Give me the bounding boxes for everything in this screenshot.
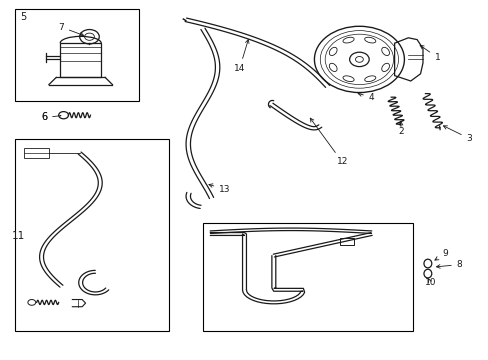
Bar (339, 238, 353, 245)
Text: 1: 1 (419, 45, 440, 62)
Text: 13: 13 (208, 184, 230, 194)
Bar (15, 9, 139, 101)
Text: 2: 2 (397, 121, 403, 136)
Text: 14: 14 (233, 40, 248, 73)
Text: 9: 9 (434, 249, 447, 260)
Bar (24, 148, 49, 158)
Text: 12: 12 (309, 118, 347, 166)
Text: 7: 7 (58, 22, 83, 36)
Text: 8: 8 (436, 260, 462, 269)
Text: 6: 6 (41, 112, 47, 122)
Text: 6: 6 (41, 112, 47, 122)
Text: 4: 4 (357, 93, 374, 102)
Bar (203, 223, 412, 331)
Text: 5: 5 (20, 12, 26, 22)
Bar (15, 139, 168, 331)
Bar (60, 43, 101, 77)
Text: 10: 10 (424, 278, 435, 287)
Text: 3: 3 (443, 126, 471, 143)
Text: 11: 11 (12, 231, 25, 241)
